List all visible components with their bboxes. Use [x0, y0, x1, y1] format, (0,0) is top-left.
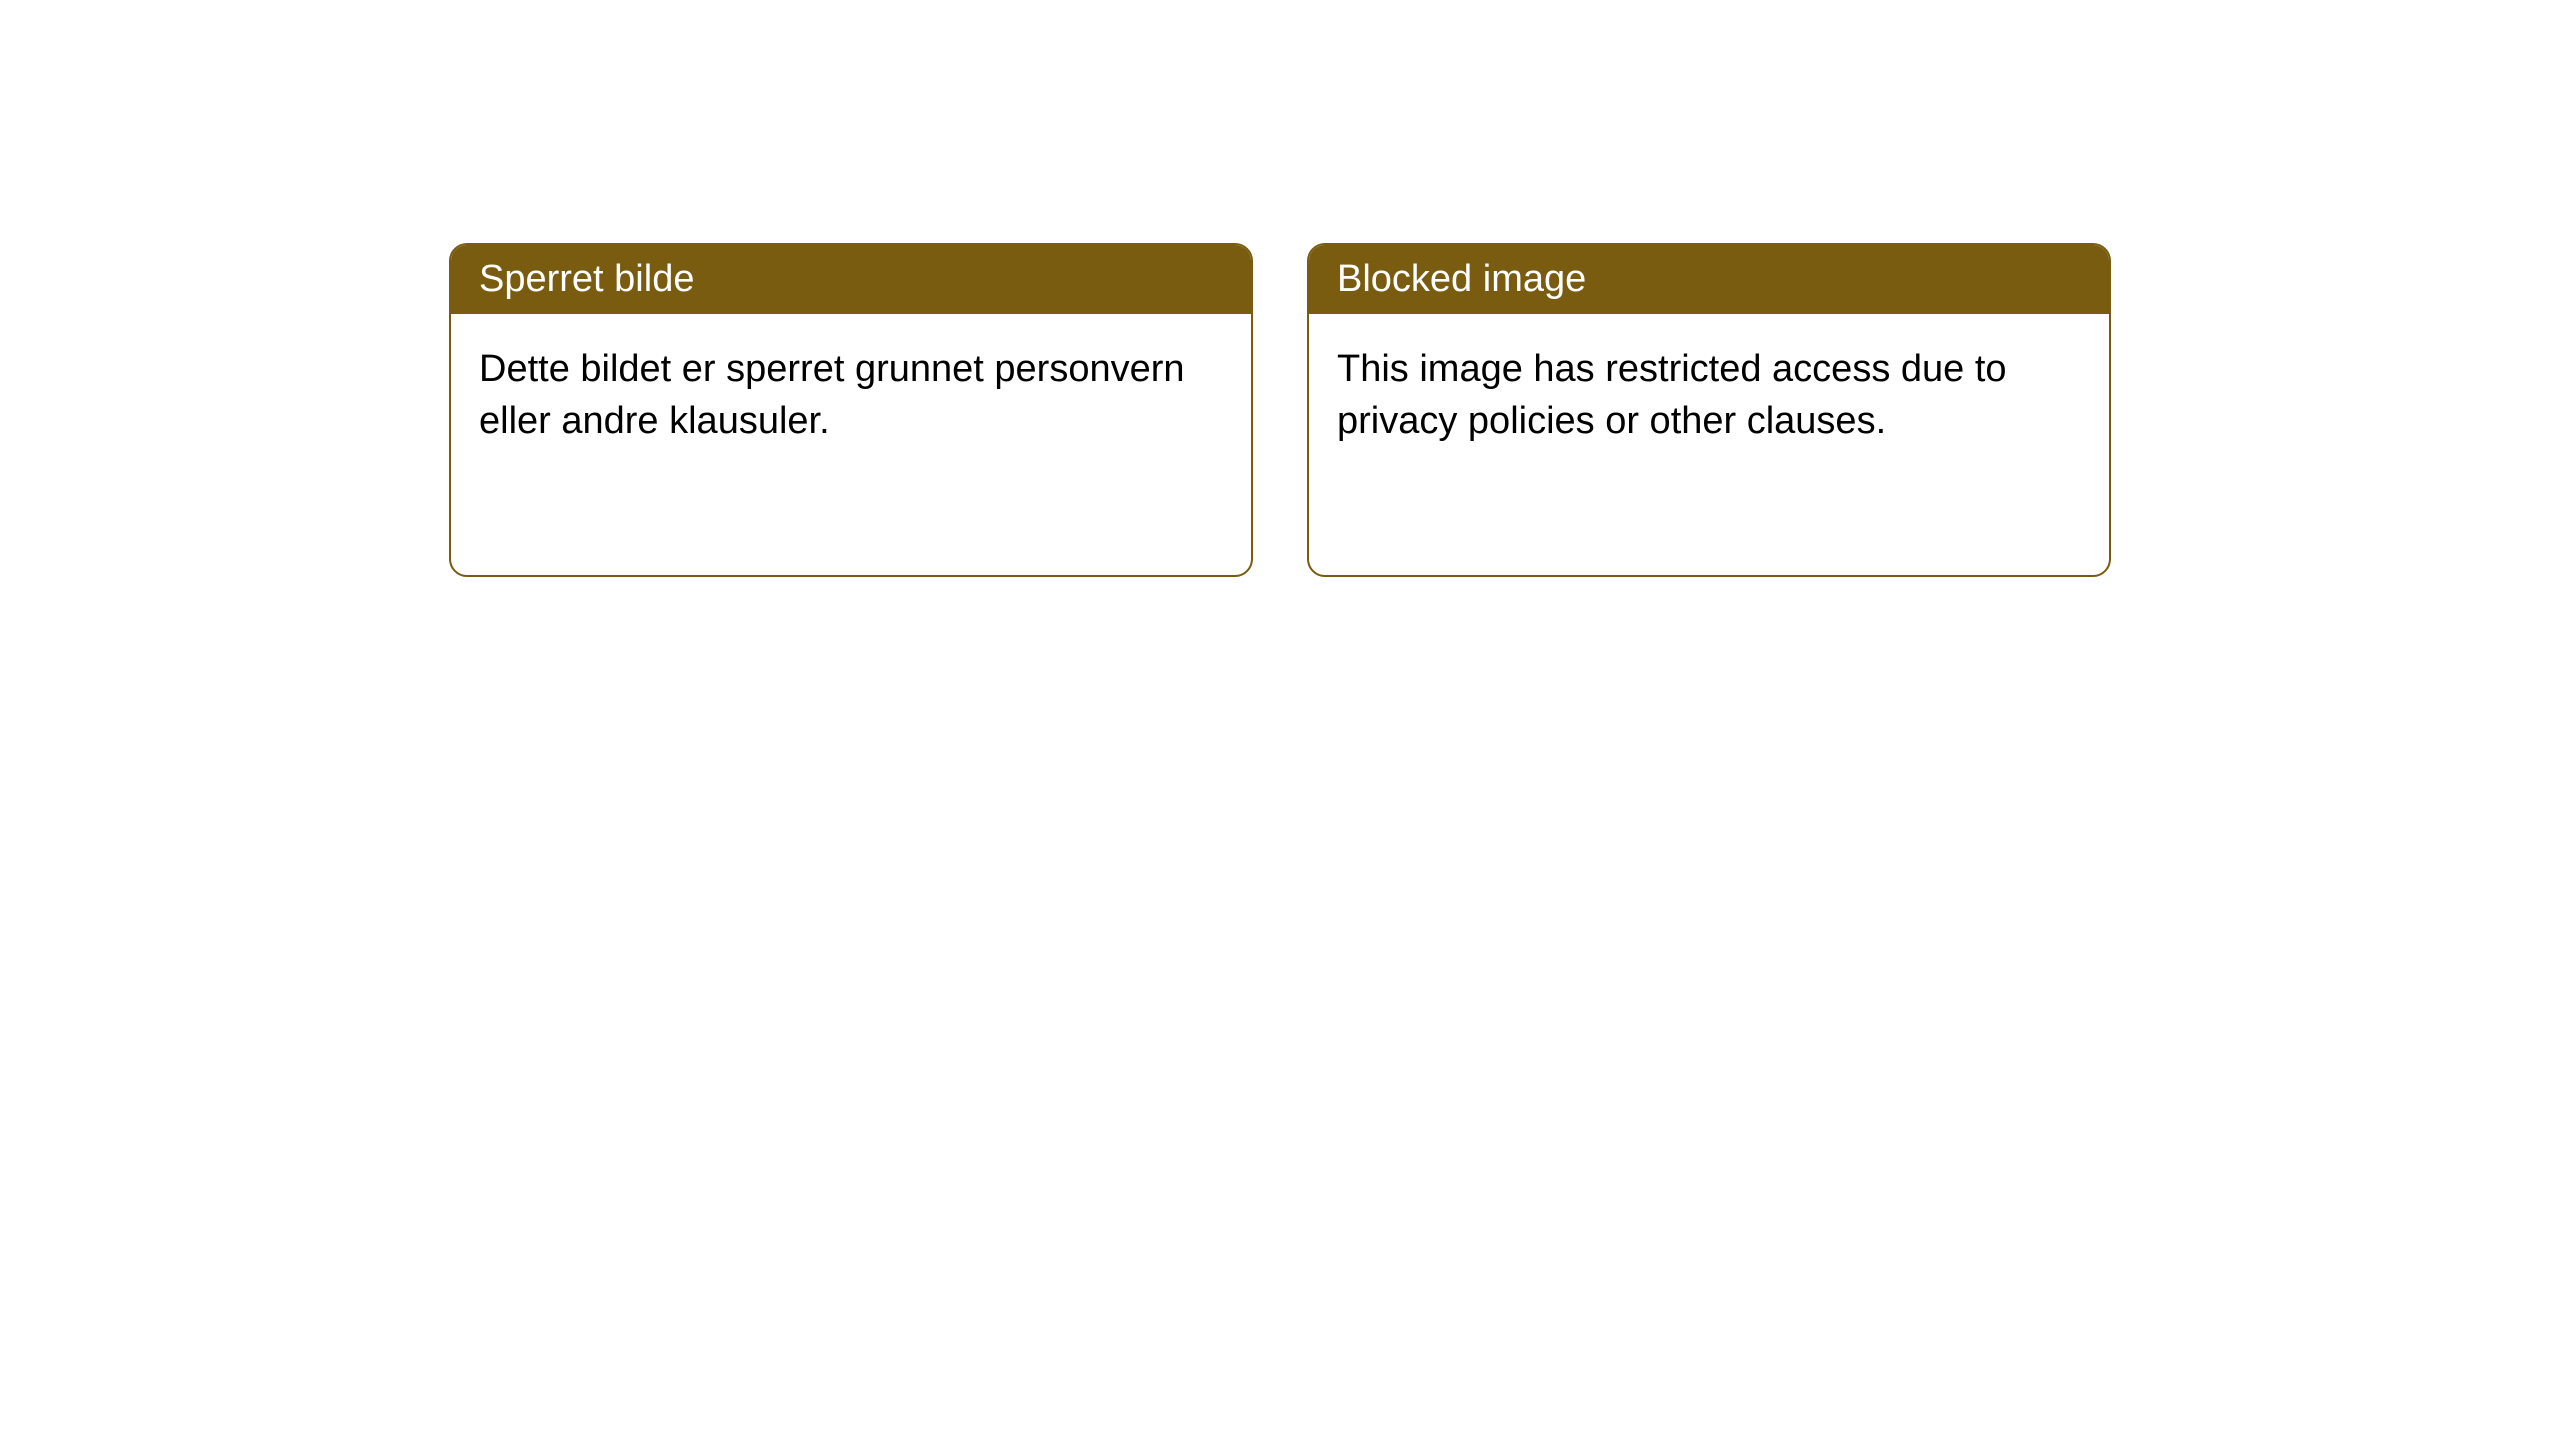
notice-body-english: This image has restricted access due to …: [1309, 314, 2109, 477]
notice-container: Sperret bilde Dette bildet er sperret gr…: [0, 243, 2560, 577]
notice-body-norwegian: Dette bildet er sperret grunnet personve…: [451, 314, 1251, 477]
notice-header-english: Blocked image: [1309, 245, 2109, 314]
notice-card-english: Blocked image This image has restricted …: [1307, 243, 2111, 577]
notice-header-norwegian: Sperret bilde: [451, 245, 1251, 314]
notice-card-norwegian: Sperret bilde Dette bildet er sperret gr…: [449, 243, 1253, 577]
